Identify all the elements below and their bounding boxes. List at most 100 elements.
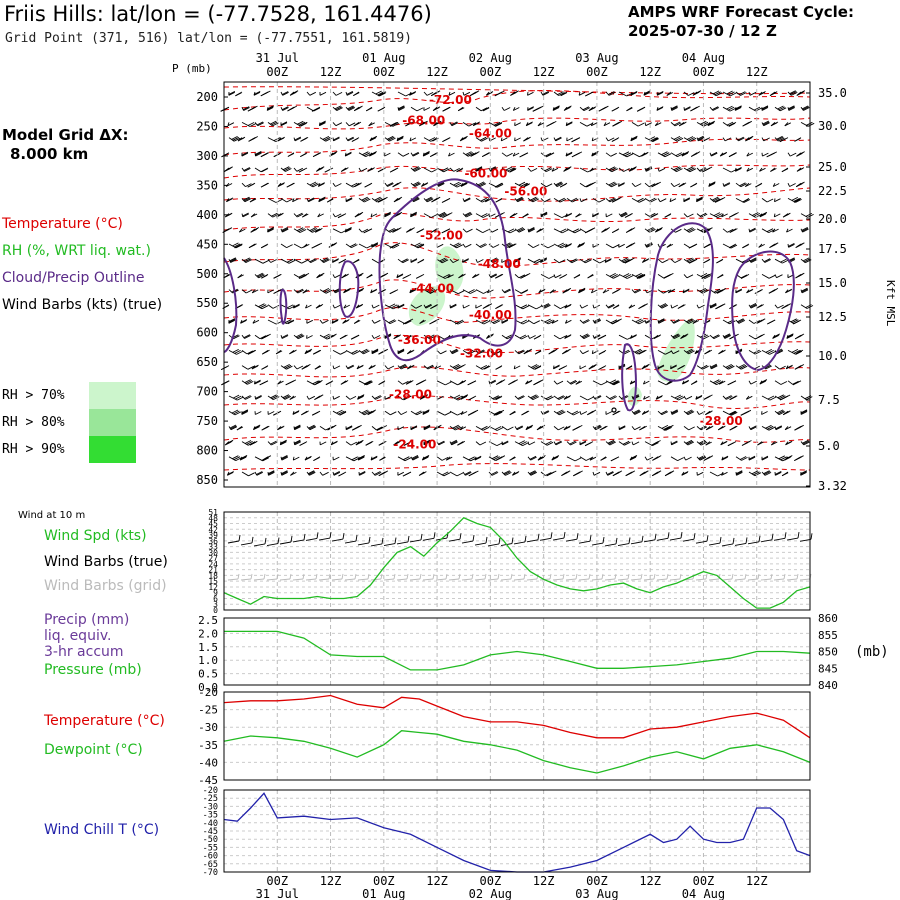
pressure-tick: 250	[196, 119, 218, 133]
wind-barb-staff	[540, 395, 548, 401]
wind-barb-flag	[307, 470, 315, 475]
wind-barb-flag	[745, 440, 752, 444]
wind-barb-flag	[345, 425, 353, 430]
wind-barb-staff	[605, 395, 612, 400]
wind-barb-flag	[403, 442, 411, 446]
wind-barb-flag	[381, 196, 388, 201]
wind-barb-flag	[676, 395, 683, 400]
wind-barb-flag	[233, 243, 241, 248]
wind-barb-flag	[415, 304, 423, 309]
wind-barb-true	[721, 543, 734, 547]
wind-barb-flag	[384, 211, 392, 216]
wind-barb-flag	[421, 120, 428, 125]
wind-barb-flag	[588, 227, 596, 232]
wind-barb-flag	[711, 152, 718, 157]
wind-barb-flag	[544, 152, 552, 157]
wind-barb-flag	[655, 395, 663, 400]
wind-barb-flag	[407, 380, 414, 384]
wind-barb-staff	[280, 228, 283, 233]
wind-barb-flag	[728, 365, 735, 370]
wind-barb-staff	[371, 319, 375, 324]
wind-barb-grid	[458, 573, 461, 580]
wind-barb-flag	[391, 167, 399, 172]
wind-barb-staff	[670, 258, 676, 263]
wind-barb-flag	[316, 227, 323, 232]
wind-barb-flag	[315, 242, 323, 247]
wind-barb-staff	[761, 274, 770, 279]
wind-barb-flag	[761, 106, 769, 111]
wind-barb-flag	[573, 137, 580, 142]
wind-barb-flag	[455, 320, 462, 325]
wind-barb-flag	[343, 304, 351, 309]
wind-barb-true	[396, 541, 409, 545]
wind-barb-flag	[305, 304, 312, 309]
wind-barb-flag	[410, 213, 417, 218]
wind-barb-flag	[374, 395, 381, 399]
wind-barb-flag	[492, 395, 499, 400]
wind-barb-flag	[345, 152, 352, 157]
wind-barb-flag	[452, 363, 460, 368]
wind-barb-staff	[332, 137, 334, 141]
wind-barb-flag	[687, 213, 694, 218]
wind-barb-flag	[657, 365, 665, 370]
wind-barb-staff	[345, 243, 352, 248]
wind-barb-flag	[520, 304, 528, 309]
wind-barb-flag	[565, 303, 572, 308]
wind-barb-flag	[788, 107, 796, 111]
wind-barb-flag	[349, 395, 357, 400]
precip-liq-label: liq. equiv.	[44, 628, 112, 644]
wind-barb-flag	[523, 183, 531, 188]
wind-barb-staff	[423, 334, 430, 340]
bottom-date-label: 02 Aug	[469, 887, 512, 900]
wind-barb-staff	[332, 304, 335, 309]
wind-barb-flag	[366, 381, 373, 386]
wind-barb-flag	[718, 380, 726, 385]
wind-barb-flag	[381, 348, 389, 353]
wind-barb-flag	[497, 409, 505, 414]
wind-barb-flag	[465, 151, 472, 156]
wind-barb-flag	[793, 320, 800, 325]
wind-barb-staff	[293, 213, 298, 218]
wind-barb-flag	[286, 258, 294, 263]
wind-barb-flag	[491, 455, 499, 460]
wind-barb-staff	[241, 213, 244, 218]
wind-barb-flag	[746, 395, 753, 400]
wind-barb-flag	[496, 427, 504, 431]
wind-barb-staff	[774, 198, 776, 202]
wind-barb-flag	[333, 456, 340, 461]
wind-barb-flag	[646, 243, 653, 247]
wind-barb-flag	[626, 275, 634, 279]
wind-barb-flag	[226, 166, 233, 171]
wind-barb-grid	[630, 578, 642, 581]
wind-barb-grid	[380, 573, 383, 580]
wind-barb-flag	[654, 122, 662, 127]
wind-barb-flag	[765, 348, 773, 353]
legend-rh70-swatch	[89, 382, 136, 409]
wind-barb-flag	[798, 181, 805, 186]
wind-barb-flag	[658, 318, 665, 323]
wind-barb-flag	[253, 425, 261, 430]
wind-barb-flag	[604, 259, 612, 263]
wind-barb-flag	[797, 333, 805, 338]
wind-barb-flag	[364, 198, 371, 203]
wind-barb-flag	[501, 319, 509, 324]
wind-barb-flag	[754, 472, 762, 477]
wind-barb-flag	[252, 364, 259, 369]
wind-barb-flag	[674, 167, 682, 172]
wind-barb-flag	[226, 439, 234, 444]
wind-barb-staff	[241, 380, 248, 385]
wind-barb-flag	[721, 440, 728, 445]
wind-barb-flag	[772, 228, 779, 233]
wind-barb-flag	[256, 471, 263, 475]
wind-barb-staff	[462, 198, 465, 202]
wind-barb-flag	[390, 411, 397, 416]
wind-barb-flag	[778, 455, 786, 460]
wind-barb-flag	[664, 153, 672, 158]
wind-barb-flag	[774, 213, 781, 218]
wind-barb-flag	[225, 227, 233, 232]
wind-barb-staff	[631, 182, 636, 187]
wind-barb-flag	[422, 411, 430, 415]
wind-barb-flag	[518, 181, 526, 186]
wind-barb-flag	[366, 440, 374, 445]
wind-barb-flag	[397, 136, 404, 141]
